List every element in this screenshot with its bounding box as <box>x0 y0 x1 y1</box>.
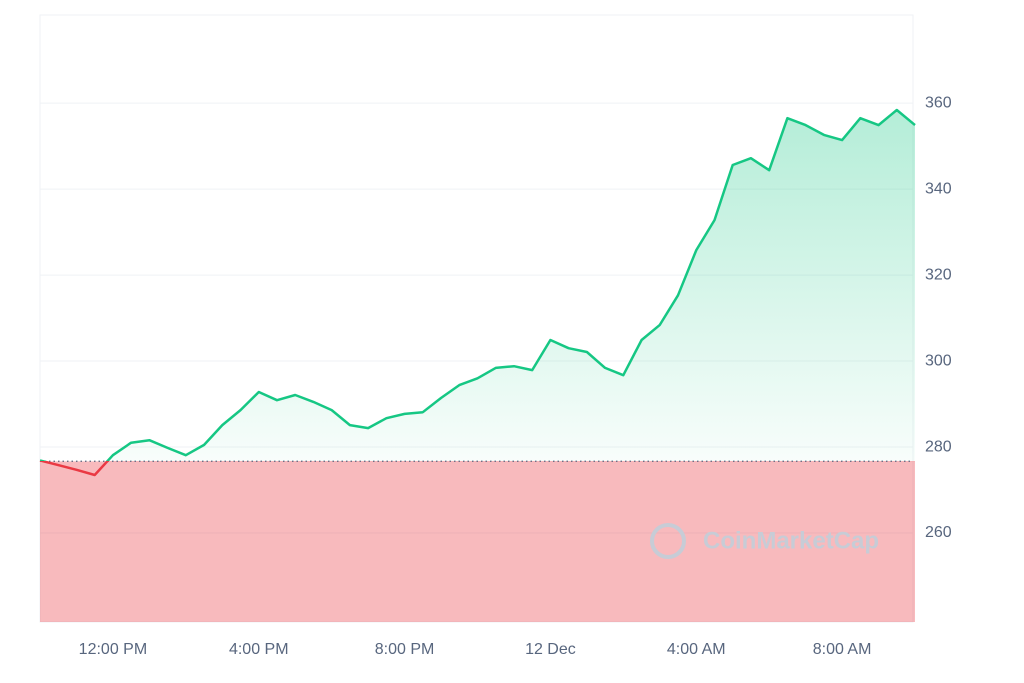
price-line <box>39 108 916 477</box>
y-tick-label: 340 <box>925 180 952 197</box>
x-tick-label: 4:00 AM <box>667 641 726 658</box>
area-fill <box>40 110 915 622</box>
x-tick-label: 12 Dec <box>525 641 576 658</box>
y-tick-label: 260 <box>925 524 952 541</box>
y-tick-label: 280 <box>925 438 952 455</box>
y-tick-label: 320 <box>925 266 952 283</box>
watermark-text: CoinMarketCap <box>703 527 879 554</box>
x-tick-label: 4:00 PM <box>229 641 289 658</box>
watermark: CoinMarketCap <box>650 523 879 559</box>
x-tick-label: 12:00 PM <box>79 641 147 658</box>
y-tick-label: 300 <box>925 352 952 369</box>
x-tick-label: 8:00 PM <box>375 641 435 658</box>
x-tick-label: 8:00 AM <box>813 641 872 658</box>
y-tick-label: 360 <box>925 94 952 111</box>
